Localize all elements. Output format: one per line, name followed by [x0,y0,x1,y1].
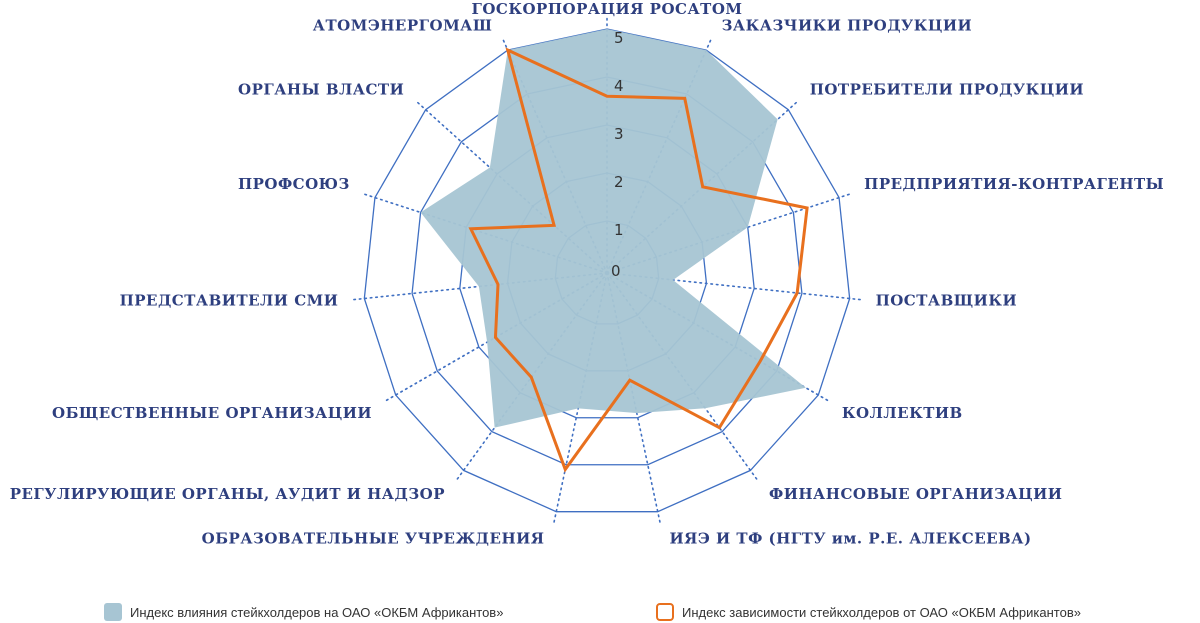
spoke-9 [454,272,608,483]
category-label-11: ПРЕДСТАВИТЕЛИ СМИ [120,291,339,309]
category-label-7: ИЯЭ И ТФ (НГТУ им. Р.Е. АЛЕКСЕЕВА) [669,529,1031,547]
tick-label-4: 4 [614,77,624,95]
category-label-14: АТОМЭНЕРГОМАШ [313,17,493,35]
legend-swatch-influence [104,603,122,621]
tick-label-0: 0 [611,262,621,280]
tick-label-3: 3 [614,125,624,143]
spoke-10 [382,272,608,403]
legend-label-influence: Индекс влияния стейкхолдеров на ОАО «ОКБ… [130,604,504,620]
tick-label-2: 2 [614,173,624,191]
grid-ring-4 [411,76,803,466]
spoke-8 [552,272,608,527]
tick-label-1: 1 [614,221,624,239]
spoke-6 [606,272,760,483]
series-layer [420,29,809,473]
spoke-4 [606,272,865,301]
spoke-3 [606,192,854,274]
spoke-13 [414,99,608,274]
category-label-12: ПРОФСОЮЗ [238,175,350,193]
category-label-8: ОБРАЗОВАТЕЛЬНЫЕ УЧРЕЖДЕНИЯ [202,529,545,547]
category-label-1: ЗАКАЗЧИКИ ПРОДУКЦИИ [722,17,973,35]
spoke-11 [349,272,608,301]
category-label-5: КОЛЛЕКТИВ [842,404,963,422]
category-label-10: ОБЩЕСТВЕННЫЕ ОРГАНИЗАЦИИ [52,404,372,422]
category-label-9: РЕГУЛИРУЮЩИЕ ОРГАНЫ, АУДИТ И НАДЗОР [10,485,445,503]
legend-item-dependence: Индекс зависимости стейкхолдеров от ОАО … [656,601,1081,623]
category-label-0: ГОСКОРПОРАЦИЯ РОСАТОМ [471,0,742,18]
category-label-4: ПОСТАВЩИКИ [876,291,1018,309]
category-label-3: ПРЕДПРИЯТИЯ-КОНТРАГЕНТЫ [864,175,1164,193]
legend-swatch-dependence [656,603,674,621]
legend-item-influence: Индекс влияния стейкхолдеров на ОАО «ОКБ… [104,601,503,623]
legend-label-dependence: Индекс зависимости стейкхолдеров от ОАО … [682,604,1081,620]
spoke-12 [360,192,608,274]
series-dependence-line [468,47,809,473]
category-label-2: ПОТРЕБИТЕЛИ ПРОДУКЦИИ [810,81,1084,99]
radial-ticks: 0 1 2 3 4 5 [611,29,624,280]
spoke-7 [606,272,662,527]
tick-label-5: 5 [614,29,624,47]
category-label-6: ФИНАНСОВЫЕ ОРГАНИЗАЦИИ [769,485,1062,503]
grid-ring-5 [363,28,851,513]
series-influence-area [420,29,806,428]
category-label-13: ОРГАНЫ ВЛАСТИ [238,81,404,99]
